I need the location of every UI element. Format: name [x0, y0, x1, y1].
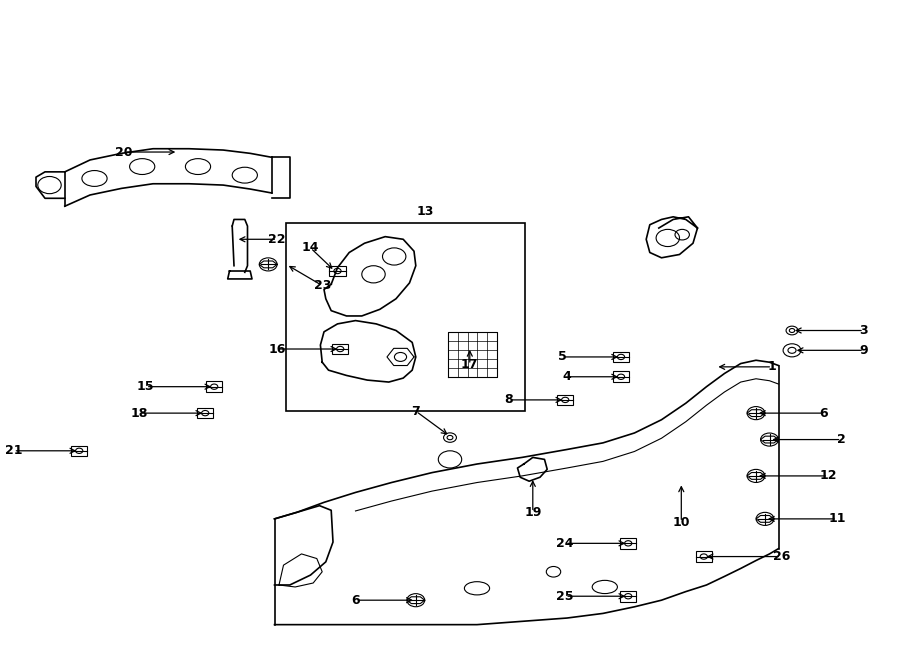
Text: 1: 1: [768, 360, 777, 373]
Text: 24: 24: [556, 537, 574, 550]
Text: 15: 15: [137, 380, 155, 393]
Text: 2: 2: [837, 433, 846, 446]
Text: 23: 23: [313, 279, 331, 292]
Bar: [557, 395, 573, 405]
Bar: [197, 408, 213, 418]
Bar: [613, 352, 629, 362]
Text: 6: 6: [351, 594, 360, 607]
Bar: [696, 551, 712, 562]
Text: 20: 20: [115, 145, 133, 159]
Bar: [329, 266, 346, 276]
Bar: [620, 538, 636, 549]
Text: 14: 14: [302, 241, 319, 254]
Text: 19: 19: [524, 506, 542, 519]
Text: 22: 22: [268, 233, 286, 246]
Text: 11: 11: [828, 512, 846, 525]
Text: 26: 26: [772, 550, 790, 563]
Text: 9: 9: [860, 344, 868, 357]
Text: 16: 16: [268, 342, 286, 356]
Bar: [620, 591, 636, 602]
Text: 6: 6: [819, 407, 828, 420]
Text: 10: 10: [672, 516, 690, 529]
Bar: [332, 344, 348, 354]
Bar: [613, 371, 629, 382]
Text: 7: 7: [411, 405, 420, 418]
Polygon shape: [387, 348, 414, 366]
Text: 13: 13: [416, 205, 434, 218]
Text: 25: 25: [556, 590, 574, 603]
Bar: [206, 381, 222, 392]
Text: 17: 17: [461, 358, 479, 371]
Text: 18: 18: [130, 407, 148, 420]
Text: 5: 5: [558, 350, 567, 364]
Text: 21: 21: [4, 444, 22, 457]
Bar: [286, 223, 525, 411]
Text: 4: 4: [562, 370, 572, 383]
Bar: [71, 446, 87, 456]
Text: 12: 12: [819, 469, 837, 483]
Text: 8: 8: [504, 393, 513, 407]
Text: 3: 3: [860, 324, 868, 337]
